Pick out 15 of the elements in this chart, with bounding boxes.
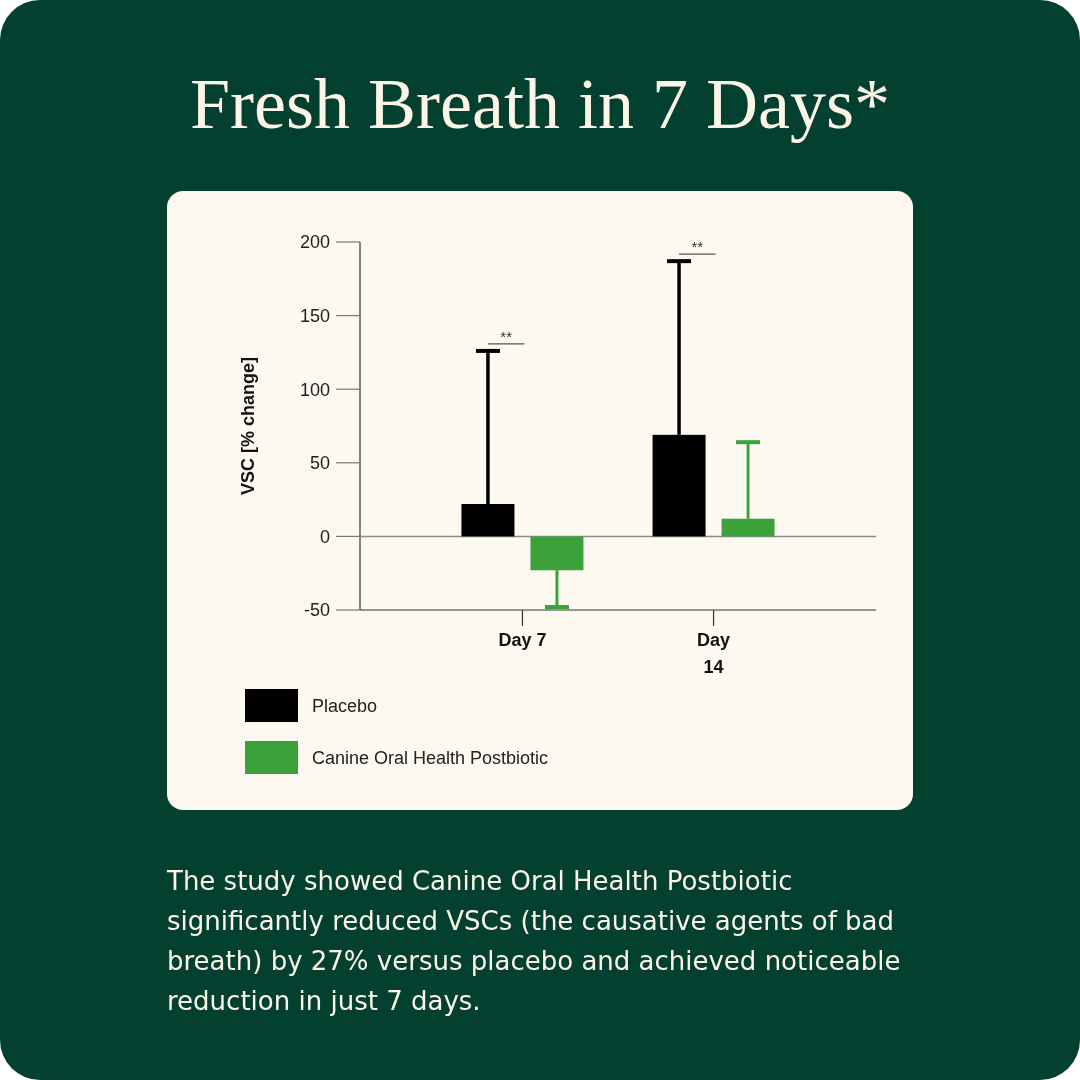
- y-axis-title: VSC [% change]: [238, 356, 258, 496]
- x-tick-label: Day 7: [498, 630, 547, 650]
- annotation: **: [500, 327, 513, 345]
- y-tick-label: 0: [319, 526, 330, 547]
- y-tick-label: 150: [299, 305, 330, 326]
- x-tick-label: Day 14: [697, 630, 731, 677]
- legend-label: Canine Oral Health Postbiotic: [312, 747, 549, 768]
- text: The study showed Canine Oral Health Postbiotic significantly reduced VSCs (the causative agents of bad breath) by 27% versus placebo and achieved noticeable reduction in just 7 days.: [166, 866, 901, 1016]
- y-tick-label: 200: [299, 232, 330, 253]
- y-tick-label: 50: [309, 453, 330, 474]
- legend-label: Placebo: [312, 695, 378, 716]
- annotation: **: [691, 238, 704, 256]
- y-tick-label: 100: [299, 379, 330, 400]
- chart-title: Fresh Breath in 7 Days*: [190, 64, 890, 144]
- y-tick-label: -50: [303, 600, 330, 621]
